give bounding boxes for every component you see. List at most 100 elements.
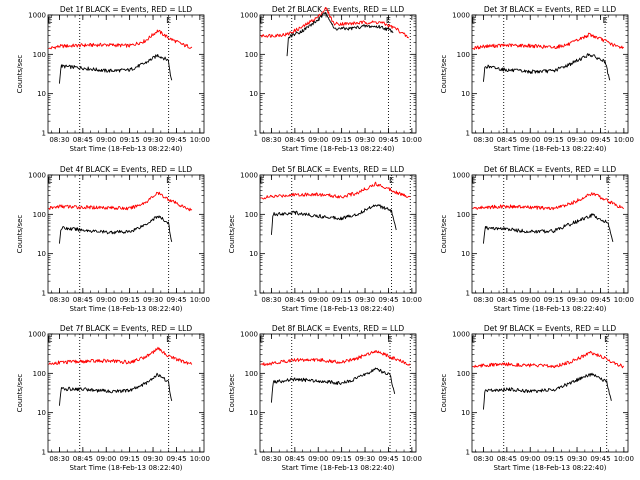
x-tick-label: 09:15 — [332, 455, 352, 463]
event-marker-label: E — [603, 16, 608, 25]
x-tick-label: 09:15 — [120, 296, 140, 304]
chart-panel-8: Det 8f BLACK = Events, RED = LLD 1 10 100 10… — [228, 324, 422, 472]
x-tick-label: 09:45 — [166, 455, 186, 463]
y-tick-label: 1000 — [452, 331, 470, 339]
chart-panel-5: Det 5f BLACK = Events, RED = LLD 1 10 100 10… — [228, 165, 422, 313]
y-tick-label: 1000 — [240, 172, 258, 180]
x-tick-label: 09:00 — [96, 455, 116, 463]
x-tick-label: 09:15 — [120, 136, 140, 144]
y-tick-label: 100 — [245, 370, 258, 378]
event-marker-label: E — [166, 176, 171, 185]
x-tick-label: 10:00 — [190, 136, 210, 144]
plot-frame — [471, 14, 629, 134]
x-tick-label: 08:45 — [73, 296, 93, 304]
plot-frame — [471, 174, 629, 294]
x-axis-label: Start Time (18-Feb-13 08:22:40) — [69, 305, 182, 313]
x-tick-label: 09:30 — [567, 455, 587, 463]
x-tick-label: 09:30 — [355, 455, 375, 463]
event-marker-label: E — [387, 335, 392, 344]
events-series-line — [270, 204, 397, 235]
x-tick-label: 09:15 — [544, 296, 564, 304]
y-axis-label: Counts/sec — [16, 215, 24, 254]
x-tick-label: 10:00 — [614, 455, 634, 463]
x-tick-label: 08:30 — [49, 296, 69, 304]
x-tick-label: 08:30 — [261, 455, 281, 463]
lld-series-line — [48, 191, 193, 212]
y-tick-label: 1 — [42, 449, 46, 457]
chart-title: Det 9f BLACK = Events, RED = LLD — [484, 324, 617, 333]
x-tick-label: 09:00 — [520, 296, 540, 304]
x-tick-label: 09:00 — [308, 136, 328, 144]
y-tick-label: 10 — [37, 250, 46, 258]
y-axis-label: Counts/sec — [16, 55, 24, 94]
y-tick-label: 1 — [254, 449, 258, 457]
x-tick-label: 08:30 — [473, 136, 493, 144]
plot-frame — [47, 174, 205, 294]
y-tick-label: 1 — [254, 290, 258, 298]
x-tick-label: 09:30 — [567, 296, 587, 304]
x-tick-label: 09:30 — [355, 136, 375, 144]
event-marker-label: E — [48, 335, 53, 344]
y-tick-label: 1 — [466, 290, 470, 298]
plot-frame — [47, 14, 205, 134]
x-tick-label: 08:45 — [285, 296, 305, 304]
x-tick-label: 10:00 — [614, 296, 634, 304]
y-tick-label: 10 — [461, 90, 470, 98]
y-tick-label: 10 — [461, 409, 470, 417]
y-tick-label: 1000 — [240, 331, 258, 339]
x-tick-label: 09:00 — [308, 296, 328, 304]
event-marker-label: E — [389, 176, 394, 185]
y-tick-label: 1000 — [240, 12, 258, 20]
lld-series-line — [48, 346, 193, 365]
x-tick-label: 09:30 — [143, 455, 163, 463]
lld-series-line — [260, 181, 411, 200]
x-tick-label: 08:45 — [73, 455, 93, 463]
chart-title: Det 5f BLACK = Events, RED = LLD — [272, 165, 405, 174]
x-axis-label: Start Time (18-Feb-13 08:22:40) — [493, 305, 606, 313]
x-tick-label: 09:15 — [120, 455, 140, 463]
x-axis-label: Start Time (18-Feb-13 08:22:40) — [281, 464, 394, 472]
event-marker-label: E — [472, 176, 477, 185]
x-tick-label: 08:45 — [285, 455, 305, 463]
y-tick-label: 1000 — [452, 172, 470, 180]
x-tick-label: 09:15 — [544, 136, 564, 144]
y-tick-label: 100 — [245, 51, 258, 59]
y-tick-label: 1000 — [28, 331, 46, 339]
y-tick-label: 100 — [457, 51, 470, 59]
y-tick-label: 100 — [457, 370, 470, 378]
x-tick-label: 08:45 — [497, 296, 517, 304]
x-tick-label: 10:00 — [402, 296, 422, 304]
x-axis-label: Start Time (18-Feb-13 08:22:40) — [493, 145, 606, 153]
x-tick-label: 08:30 — [261, 296, 281, 304]
chart-title: Det 8f BLACK = Events, RED = LLD — [272, 324, 405, 333]
x-axis-label: Start Time (18-Feb-13 08:22:40) — [69, 464, 182, 472]
chart-title: Det 1f BLACK = Events, RED = LLD — [60, 5, 193, 14]
event-marker-label: E — [48, 176, 53, 185]
chart-title: Det 6f BLACK = Events, RED = LLD — [484, 165, 617, 174]
y-tick-label: 1 — [466, 130, 470, 138]
y-tick-label: 10 — [461, 250, 470, 258]
x-tick-label: 09:45 — [166, 296, 186, 304]
lld-series-line — [260, 6, 409, 39]
y-tick-label: 1 — [466, 449, 470, 457]
event-marker-label: E — [260, 176, 265, 185]
y-axis-label: Counts/sec — [228, 374, 236, 413]
events-series-line — [482, 53, 611, 82]
event-marker-label: E — [606, 176, 611, 185]
x-axis-label: Start Time (18-Feb-13 08:22:40) — [281, 145, 394, 153]
y-tick-label: 1 — [42, 130, 46, 138]
plot-frame — [259, 174, 417, 294]
x-tick-label: 10:00 — [190, 455, 210, 463]
x-tick-label: 09:45 — [378, 136, 398, 144]
chart-panel-4: Det 4f BLACK = Events, RED = LLD 1 10 100 10… — [16, 165, 210, 313]
x-tick-label: 09:30 — [143, 136, 163, 144]
y-tick-label: 100 — [33, 51, 46, 59]
x-tick-label: 08:30 — [261, 136, 281, 144]
x-tick-label: 09:00 — [308, 455, 328, 463]
event-marker-label: E — [48, 16, 53, 25]
x-tick-label: 09:00 — [520, 136, 540, 144]
chart-title: Det 3f BLACK = Events, RED = LLD — [484, 5, 617, 14]
y-axis-label: Counts/sec — [228, 215, 236, 254]
